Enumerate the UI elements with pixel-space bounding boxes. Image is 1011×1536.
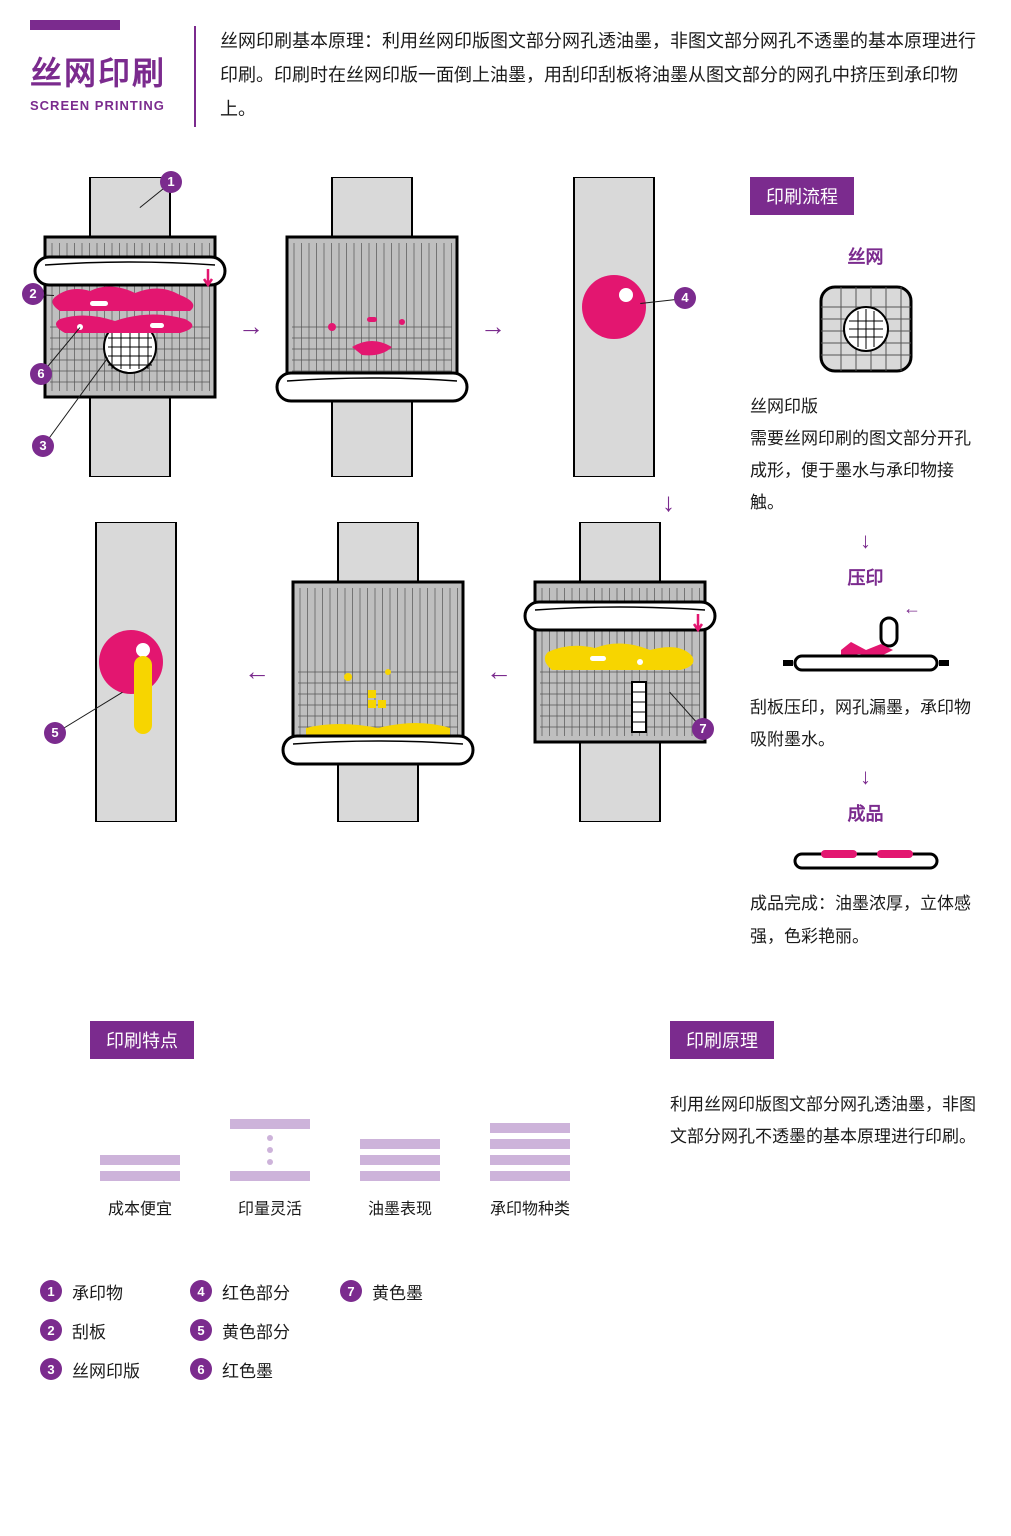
step-3-title: 成品 <box>750 800 981 826</box>
step-3-icon <box>750 836 981 876</box>
legend-item: 6 红色墨 <box>190 1357 290 1382</box>
callout-1: 1 <box>160 171 182 193</box>
legend-label: 承印物 <box>72 1279 123 1304</box>
step-1-title: 丝网 <box>750 243 981 269</box>
svg-text:←: ← <box>903 600 921 618</box>
step-3-desc: 成品完成：油墨浓厚，立体感强，色彩艳丽。 <box>750 888 981 953</box>
legend-number: 6 <box>190 1358 212 1380</box>
title-accent-bar <box>30 20 120 30</box>
diagram-panel-6: 5 <box>36 522 236 822</box>
process-sidebar: 印刷流程 丝网 丝网印版 需要丝网印刷的图文部分开 <box>750 177 981 961</box>
title-block: 丝网印刷 SCREEN PRINTING <box>30 20 170 113</box>
legend-item: 1 承印物 <box>40 1279 140 1304</box>
flow-arrow-icon: → <box>234 311 268 342</box>
legend-item: 5 黄色部分 <box>190 1318 290 1343</box>
principle-block: 印刷原理 利用丝网印版图文部分网孔透油墨，非图文部分网孔不透墨的基本原理进行印刷… <box>670 1021 981 1162</box>
flow-arrow-icon: ← <box>240 656 274 687</box>
features-tag: 印刷特点 <box>90 1021 194 1059</box>
step-2-title: 压印 <box>750 564 981 590</box>
callout-7: 7 <box>692 718 714 740</box>
title-english: SCREEN PRINTING <box>30 98 170 113</box>
legend-number: 4 <box>190 1280 212 1302</box>
title-chinese: 丝网印刷 <box>30 48 170 94</box>
step-1-desc: 丝网印版 需要丝网印刷的图文部分开孔成形，便于墨水与承印物接触。 <box>750 391 981 520</box>
legend-label: 刮板 <box>72 1318 106 1343</box>
diagram-panel-3: 4 <box>514 177 714 477</box>
legend-number: 5 <box>190 1319 212 1341</box>
callout-5: 5 <box>44 722 66 744</box>
legend-item: 2 刮板 <box>40 1318 140 1343</box>
step-2-icon: ← <box>750 600 981 680</box>
callout-4: 4 <box>674 287 696 309</box>
flow-arrow-icon: ↓ <box>30 487 720 518</box>
process-diagram: 1263 → → 4 ↓ 7 ← ← 5 <box>30 177 720 961</box>
intro-text: 丝网印刷基本原理：利用丝网印版图文部分网孔透油墨，非图文部分网孔不透墨的基本原理… <box>220 20 981 127</box>
feature-label: 油墨表现 <box>350 1195 450 1219</box>
step-1-icon <box>750 279 981 379</box>
process-tag: 印刷流程 <box>750 177 854 215</box>
principle-tag: 印刷原理 <box>670 1021 774 1059</box>
legend-item: 3 丝网印版 <box>40 1357 140 1382</box>
legend-label: 黄色墨 <box>372 1279 423 1304</box>
features-block: 印刷特点 成本便宜 印量灵活 油墨表现 承印物种类 <box>90 1021 610 1219</box>
feature-item: 成本便宜 <box>90 1101 190 1219</box>
down-arrow-icon: ↓ <box>750 764 981 790</box>
legend-item: 7 黄色墨 <box>340 1279 423 1304</box>
legend-number: 1 <box>40 1280 62 1302</box>
down-arrow-icon: ↓ <box>750 528 981 554</box>
diagram-row-1: 1263 → → 4 <box>30 177 720 477</box>
diagram-panel-1: 1263 <box>30 177 230 477</box>
diagram-row-2: 7 ← ← 5 <box>30 522 720 822</box>
callout-3: 3 <box>32 435 54 457</box>
header: 丝网印刷 SCREEN PRINTING 丝网印刷基本原理：利用丝网印版图文部分… <box>30 20 981 127</box>
legend: 1 承印物 2 刮板 3 丝网印版 4 红色部分 5 黄色部分 6 红色墨 7 黄色墨 <box>40 1279 981 1382</box>
legend-number: 7 <box>340 1280 362 1302</box>
diagram-panel-4: 7 <box>520 522 720 822</box>
feature-item: 油墨表现 <box>350 1101 450 1219</box>
step-2-desc: 刮板压印，网孔漏墨，承印物吸附墨水。 <box>750 692 981 757</box>
legend-number: 3 <box>40 1358 62 1380</box>
legend-item: 4 红色部分 <box>190 1279 290 1304</box>
legend-label: 黄色部分 <box>222 1318 290 1343</box>
feature-label: 成本便宜 <box>90 1195 190 1219</box>
callout-2: 2 <box>22 283 44 305</box>
legend-label: 红色墨 <box>222 1357 273 1382</box>
feature-item: 印量灵活 <box>220 1101 320 1219</box>
flow-arrow-icon: → <box>476 311 510 342</box>
flow-arrow-icon: ← <box>482 656 516 687</box>
legend-label: 红色部分 <box>222 1279 290 1304</box>
feature-label: 承印物种类 <box>480 1195 580 1219</box>
header-divider <box>194 26 196 127</box>
feature-item: 承印物种类 <box>480 1101 580 1219</box>
principle-text: 利用丝网印版图文部分网孔透油墨，非图文部分网孔不透墨的基本原理进行印刷。 <box>670 1089 981 1154</box>
callout-6: 6 <box>30 363 52 385</box>
legend-number: 2 <box>40 1319 62 1341</box>
legend-label: 丝网印版 <box>72 1357 140 1382</box>
feature-label: 印量灵活 <box>220 1195 320 1219</box>
diagram-panel-5 <box>278 522 478 822</box>
diagram-panel-2 <box>272 177 472 477</box>
